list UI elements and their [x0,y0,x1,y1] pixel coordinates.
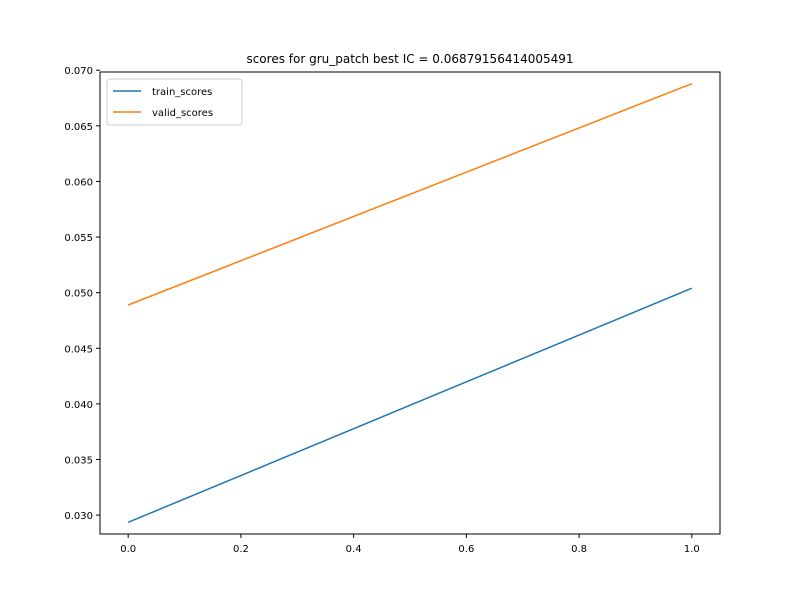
plot-area: 0.0 0.2 0.4 0.6 0.8 1.0 0.030 0.035 0.040 0.045 0.… [64,66,699,555]
y-tick-label: 0.040 [64,400,93,411]
x-tick-label: 0.4 [346,544,362,555]
chart-title: scores for gru_patch best IC = 0.0687915… [246,52,573,66]
x-tick-label: 1.0 [684,544,700,555]
y-tick-label: 0.030 [64,511,93,522]
y-tick-label: 0.060 [64,177,93,188]
y-tick-label: 0.070 [64,66,93,77]
x-tick-label: 0.0 [120,544,136,555]
axes-frame [99,71,721,535]
series-line-train-scores [127,287,693,524]
y-tick-label: 0.065 [64,122,93,133]
y-tick-label: 0.045 [64,344,93,355]
legend-label-train-scores: train_scores [152,87,212,98]
x-tick-label: 0.6 [458,544,474,555]
y-tick-label: 0.035 [64,455,93,466]
y-tick-label: 0.055 [64,233,93,244]
y-tick-label: 0.050 [64,289,93,300]
x-tick-label: 0.2 [233,544,249,555]
legend-label-valid-scores: valid_scores [152,108,213,119]
series-line-valid-scores [127,82,693,306]
legend: train_scores valid_scores [106,78,243,126]
x-tick-label: 0.8 [571,544,587,555]
